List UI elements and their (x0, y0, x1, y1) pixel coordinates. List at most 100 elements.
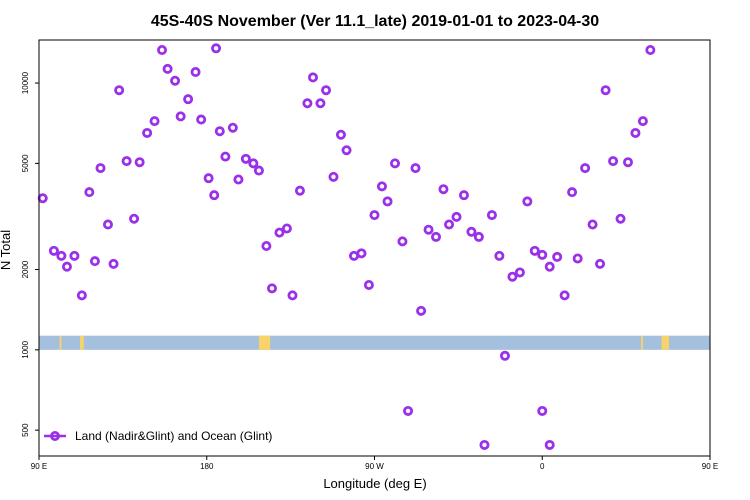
data-point (266, 283, 277, 294)
data-point (121, 156, 132, 167)
data-point (214, 126, 225, 137)
data-point (473, 231, 484, 242)
data-point (580, 163, 591, 174)
data-point (294, 185, 305, 196)
data-point (261, 241, 272, 252)
data-points (37, 43, 656, 450)
data-point (170, 75, 181, 86)
data-point (479, 439, 490, 450)
data-point (102, 219, 113, 230)
data-point (451, 211, 462, 222)
y-tick-label: 2000 (21, 260, 30, 278)
data-point (274, 227, 285, 238)
data-point (157, 45, 168, 56)
data-point (369, 210, 380, 221)
data-point (89, 256, 100, 267)
data-point (397, 236, 408, 247)
data-point (56, 250, 67, 261)
data-point (587, 219, 598, 230)
data-point (287, 290, 298, 301)
y-tick-label: 500 (21, 423, 30, 437)
data-point (190, 67, 201, 78)
x-axis-label: Longitude (deg E) (323, 476, 426, 491)
y-tick-label: 5000 (21, 154, 30, 172)
data-point (600, 85, 611, 96)
data-point (522, 196, 533, 207)
data-point (315, 98, 326, 109)
ocean-band (39, 335, 710, 350)
data-point (645, 45, 656, 56)
y-axis-label: N Total (0, 230, 13, 270)
chart-title: 45S-40S November (Ver 11.1_late) 2019-01… (151, 13, 599, 30)
land-segment (258, 335, 271, 350)
data-point (595, 258, 606, 269)
data-point (494, 250, 505, 261)
x-tick-label: 180 (200, 462, 214, 471)
data-point (622, 157, 633, 168)
data-point (37, 193, 48, 204)
data-point (376, 181, 387, 192)
data-point (108, 258, 119, 269)
x-tick-label: 90 W (365, 462, 384, 471)
data-point (341, 145, 352, 156)
data-point (48, 245, 59, 256)
data-point (423, 224, 434, 235)
land-segment (661, 335, 669, 350)
data-point (382, 196, 393, 207)
data-point (84, 187, 95, 198)
plot-frame (38, 39, 711, 457)
data-point (444, 219, 455, 230)
data-point (175, 111, 186, 122)
data-point (227, 122, 238, 133)
data-point (567, 187, 578, 198)
data-point (403, 405, 414, 416)
data-point (572, 253, 583, 264)
data-point (302, 98, 313, 109)
data-point (529, 245, 540, 256)
data-point (203, 173, 214, 184)
data-point (114, 85, 125, 96)
y-tick-label: 1000 (21, 340, 30, 358)
data-point (514, 267, 525, 278)
legend-circle-marker (50, 430, 61, 441)
data-point (637, 116, 648, 127)
data-point (466, 226, 477, 237)
data-point (328, 171, 339, 182)
data-point (248, 158, 259, 169)
data-point (76, 290, 87, 301)
data-point (559, 290, 570, 301)
x-axis-ticks: 90 E 180 90 W 0 90 E (31, 456, 718, 471)
data-point (149, 116, 160, 127)
data-point (134, 157, 145, 168)
data-point (211, 43, 222, 54)
y-axis-ticks: 500 1000 2000 5000 10000 (21, 71, 39, 437)
data-point (253, 165, 264, 176)
data-point (552, 251, 563, 262)
data-point (499, 350, 510, 361)
data-point (608, 156, 619, 167)
data-point (61, 261, 72, 272)
data-point (356, 248, 367, 259)
data-point (281, 223, 292, 234)
data-point (142, 127, 153, 138)
data-point (220, 151, 231, 162)
data-point (69, 250, 80, 261)
data-point (438, 184, 449, 195)
legend: Land (Nadir&Glint) and Ocean (Glint) (44, 429, 272, 443)
data-point (321, 85, 332, 96)
land-segment (59, 335, 62, 350)
x-tick-label: 0 (540, 462, 545, 471)
x-tick-label: 90 E (702, 462, 718, 471)
data-point (458, 190, 469, 201)
data-point (335, 129, 346, 140)
data-point (507, 271, 518, 282)
data-point (240, 153, 251, 164)
data-point (95, 163, 106, 174)
data-point (486, 210, 497, 221)
data-point (615, 213, 626, 224)
data-point (363, 279, 374, 290)
data-point (630, 127, 641, 138)
data-point (209, 190, 220, 201)
land-segment (641, 335, 643, 350)
